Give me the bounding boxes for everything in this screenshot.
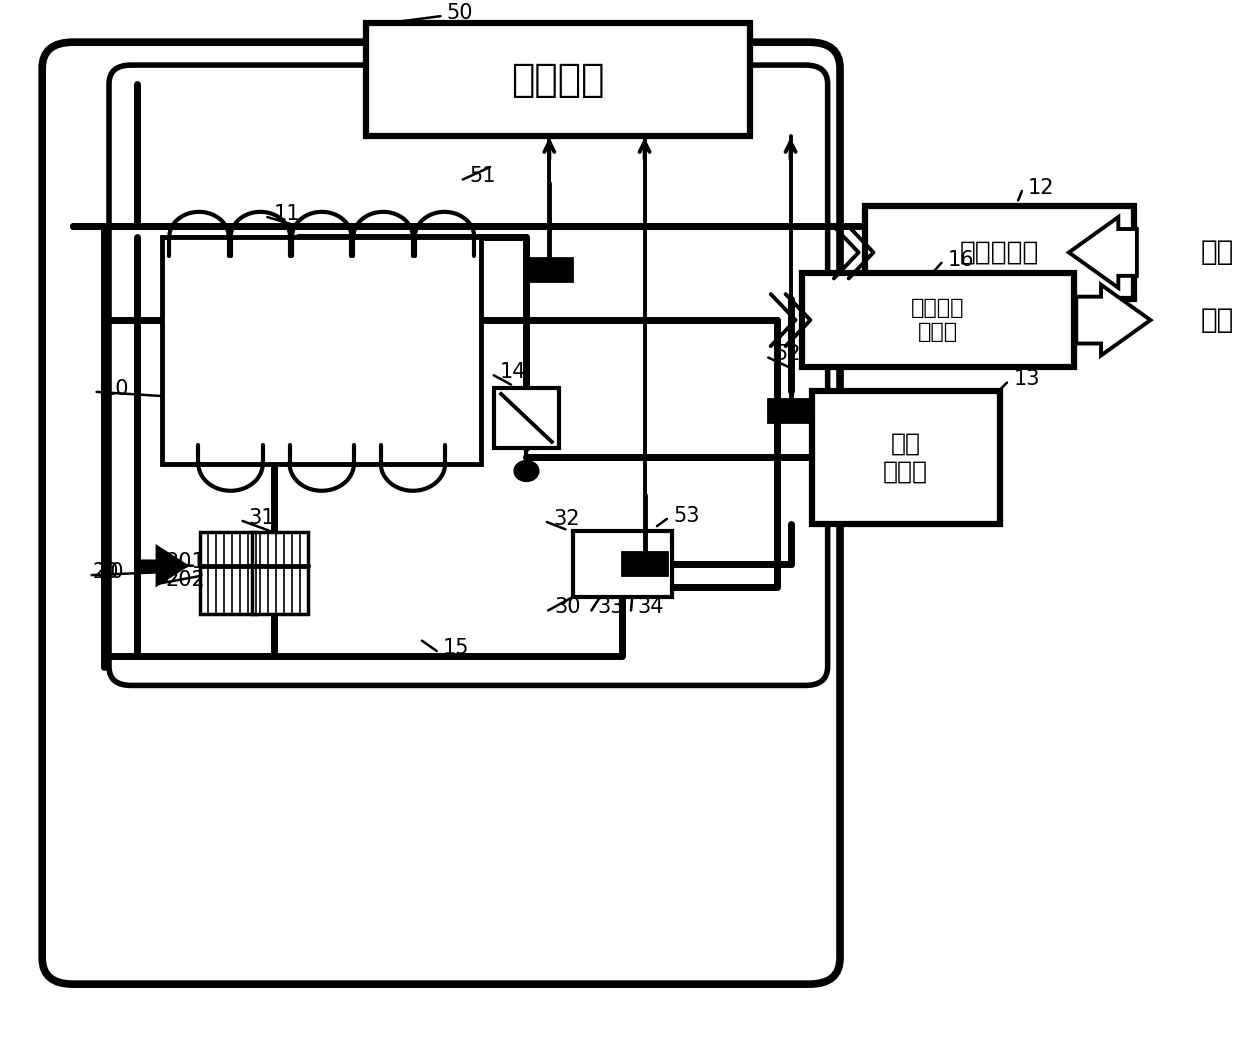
Bar — [162, 237, 481, 463]
Text: 11: 11 — [274, 204, 300, 224]
Bar — [494, 388, 559, 449]
Bar — [812, 391, 999, 524]
Text: 34: 34 — [637, 597, 663, 617]
Text: 排气: 排气 — [1200, 306, 1234, 334]
FancyArrow shape — [138, 546, 187, 586]
Bar — [573, 531, 672, 597]
Text: 排气净化
化化剂: 排气净化 化化剂 — [911, 299, 965, 342]
Text: 进气: 进气 — [1200, 239, 1234, 266]
Bar — [802, 274, 1074, 367]
Bar — [769, 399, 812, 422]
Text: 30: 30 — [554, 597, 580, 617]
Text: 31: 31 — [249, 508, 275, 528]
Bar — [200, 532, 255, 614]
Text: 32: 32 — [553, 509, 579, 529]
Text: 13: 13 — [1013, 369, 1039, 390]
Text: 空气净化器: 空气净化器 — [960, 239, 1039, 265]
Text: 33: 33 — [598, 597, 624, 617]
Text: 12: 12 — [1028, 178, 1054, 198]
Text: 201: 201 — [166, 551, 206, 571]
Text: 53: 53 — [673, 506, 699, 526]
Circle shape — [515, 461, 539, 481]
Text: 51: 51 — [469, 167, 496, 187]
Text: 10: 10 — [103, 378, 129, 399]
FancyArrow shape — [1076, 285, 1151, 355]
FancyArrow shape — [1069, 217, 1137, 288]
FancyBboxPatch shape — [42, 42, 839, 984]
Text: 中间
冷却器: 中间 冷却器 — [883, 432, 928, 483]
Bar — [366, 23, 750, 136]
Text: 50: 50 — [446, 3, 474, 23]
Text: 20: 20 — [93, 562, 119, 582]
Bar — [622, 552, 667, 575]
Bar — [527, 258, 572, 281]
Bar — [864, 205, 1135, 300]
Text: 14: 14 — [500, 363, 526, 383]
Text: 52: 52 — [775, 345, 801, 365]
Bar — [252, 532, 308, 614]
Text: 16: 16 — [947, 249, 975, 269]
Text: 控制装置: 控制装置 — [511, 61, 605, 99]
Text: 15: 15 — [443, 638, 470, 658]
Text: 202: 202 — [166, 570, 206, 590]
Text: 20: 20 — [98, 562, 124, 582]
